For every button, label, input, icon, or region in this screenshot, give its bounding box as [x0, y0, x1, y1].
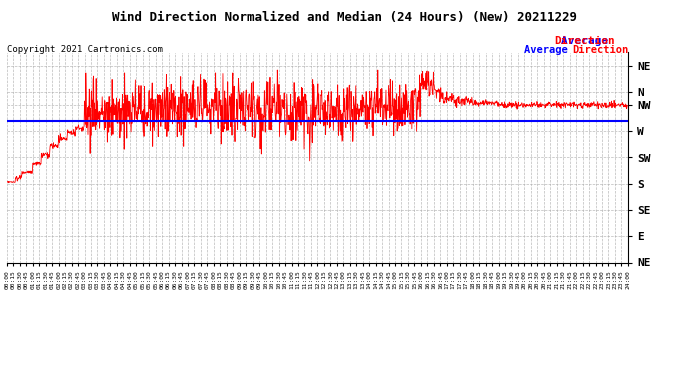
Text: Wind Direction Normalized and Median (24 Hours) (New) 20211229: Wind Direction Normalized and Median (24…: [112, 11, 578, 24]
Text: Direction: Direction: [555, 36, 615, 46]
Text: Average: Average: [524, 45, 574, 55]
Text: Direction: Direction: [573, 45, 629, 55]
Text: Copyright 2021 Cartronics.com: Copyright 2021 Cartronics.com: [7, 45, 163, 54]
Text: Average: Average: [562, 36, 615, 46]
